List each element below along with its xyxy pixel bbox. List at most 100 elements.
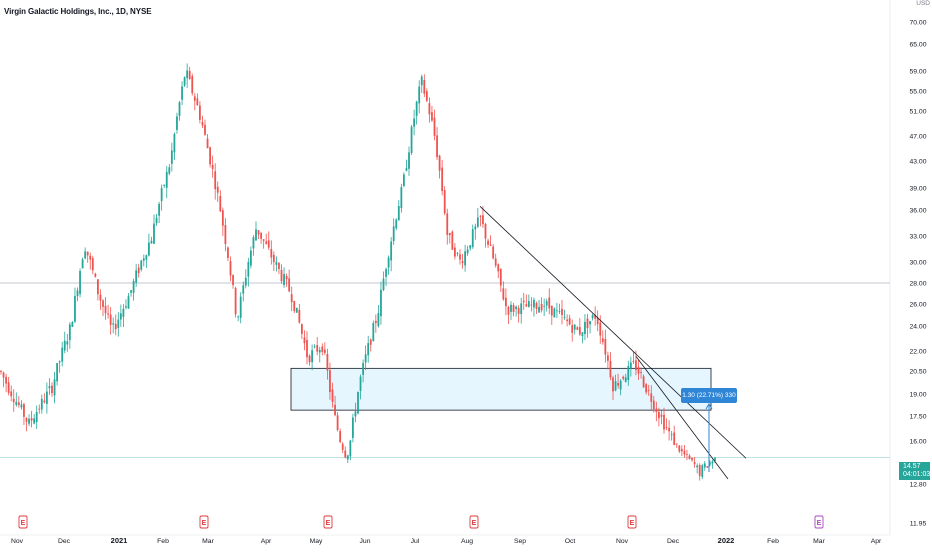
candle-body [578, 327, 581, 335]
x-tick-label: 2021 [111, 536, 128, 545]
candle-body [403, 174, 405, 187]
candle-body [20, 404, 23, 408]
earnings-marker[interactable]: E [814, 515, 824, 529]
candle-body [637, 366, 640, 374]
earnings-marker[interactable]: E [18, 515, 28, 529]
earnings-marker-label: E [630, 520, 635, 527]
earnings-marker-box [18, 515, 28, 529]
candle-body [193, 96, 196, 101]
candle-body [688, 455, 691, 459]
candle-body [163, 185, 166, 186]
candle-body [459, 254, 461, 260]
candle-body [627, 365, 630, 381]
candle-body [239, 296, 242, 318]
candle-body [316, 345, 319, 352]
candle-body [650, 393, 653, 402]
candle-body [696, 465, 699, 468]
candle-body [400, 187, 403, 209]
earnings-marker[interactable]: E [199, 515, 209, 529]
candle-body [234, 288, 237, 315]
candle-body [58, 361, 61, 363]
candle-body [244, 277, 247, 286]
x-tick-label: Sep [514, 538, 526, 545]
y-tick-label: 17.50 [909, 414, 926, 421]
candle-body [247, 262, 250, 277]
earnings-marker[interactable]: E [469, 515, 479, 529]
candle-body [214, 171, 217, 190]
candle-body [288, 278, 291, 292]
candle-body [63, 340, 66, 351]
candle-body [706, 466, 709, 468]
candle-body [334, 404, 336, 416]
candle-body [433, 117, 436, 136]
last-price: 14.57 [903, 463, 921, 470]
y-tick-label: 22.00 [909, 349, 926, 356]
candle-body [533, 299, 535, 308]
candle-body [250, 250, 252, 266]
candle-body [2, 372, 5, 378]
candle-body [15, 401, 18, 405]
candle-body [464, 251, 466, 266]
y-tick-label: 26.00 [909, 302, 926, 309]
candle-body [714, 457, 716, 461]
candle-body [341, 443, 344, 450]
candle-body [566, 319, 568, 322]
candle-body [354, 411, 357, 417]
candle-body [25, 417, 28, 422]
candle-body [135, 270, 138, 283]
candle-body [530, 304, 533, 306]
candle-body [617, 382, 619, 386]
candle-body [229, 260, 232, 276]
candle-body [117, 319, 120, 328]
earnings-marker-label: E [326, 520, 331, 527]
candle-body [372, 322, 375, 341]
measure-label[interactable]: 1.30 (22.71%) 330 [681, 388, 737, 403]
last-price-badge: 14.57 04:01:03 [899, 462, 930, 480]
candle-body [390, 241, 393, 261]
candle-body [591, 315, 594, 319]
candle-body [680, 449, 683, 452]
candle-body [640, 371, 642, 373]
earnings-marker-box [199, 515, 209, 529]
y-tick-label: 11.95 [910, 521, 927, 528]
candle-body [56, 363, 58, 382]
candle-body [206, 138, 209, 149]
candle-body [484, 223, 487, 239]
candle-body [395, 219, 398, 229]
candle-body [538, 306, 540, 313]
y-tick-label: 51.00 [909, 109, 926, 116]
candle-body [278, 263, 280, 269]
candle-body [227, 247, 229, 258]
candle-body [290, 294, 293, 303]
candle-body [219, 196, 222, 212]
candle-body [84, 251, 87, 259]
candle-body [675, 443, 678, 445]
candle-body [451, 231, 454, 250]
candle-body [267, 240, 270, 248]
candle-body [313, 346, 316, 348]
candle-body [693, 462, 696, 465]
candle-body [158, 203, 160, 216]
candle-body [561, 308, 563, 315]
candle-body [584, 321, 586, 335]
candle-body [352, 417, 354, 438]
y-tick-label: 12.80 [909, 482, 926, 489]
candle-body [431, 112, 433, 121]
candle-body [601, 338, 604, 342]
candle-body [224, 225, 227, 245]
candle-body [642, 376, 645, 388]
x-tick-label: Apr [871, 538, 882, 545]
y-tick-label: 65.00 [909, 42, 926, 49]
candle-body [563, 317, 566, 318]
candle-body [489, 244, 492, 246]
earnings-marker[interactable]: E [627, 515, 637, 529]
candle-body [576, 327, 579, 330]
candle-body [40, 398, 43, 410]
candle-body [658, 411, 660, 419]
candle-body [415, 101, 418, 116]
candle-body [275, 261, 278, 265]
earnings-marker[interactable]: E [323, 515, 333, 529]
candle-body [487, 240, 489, 245]
